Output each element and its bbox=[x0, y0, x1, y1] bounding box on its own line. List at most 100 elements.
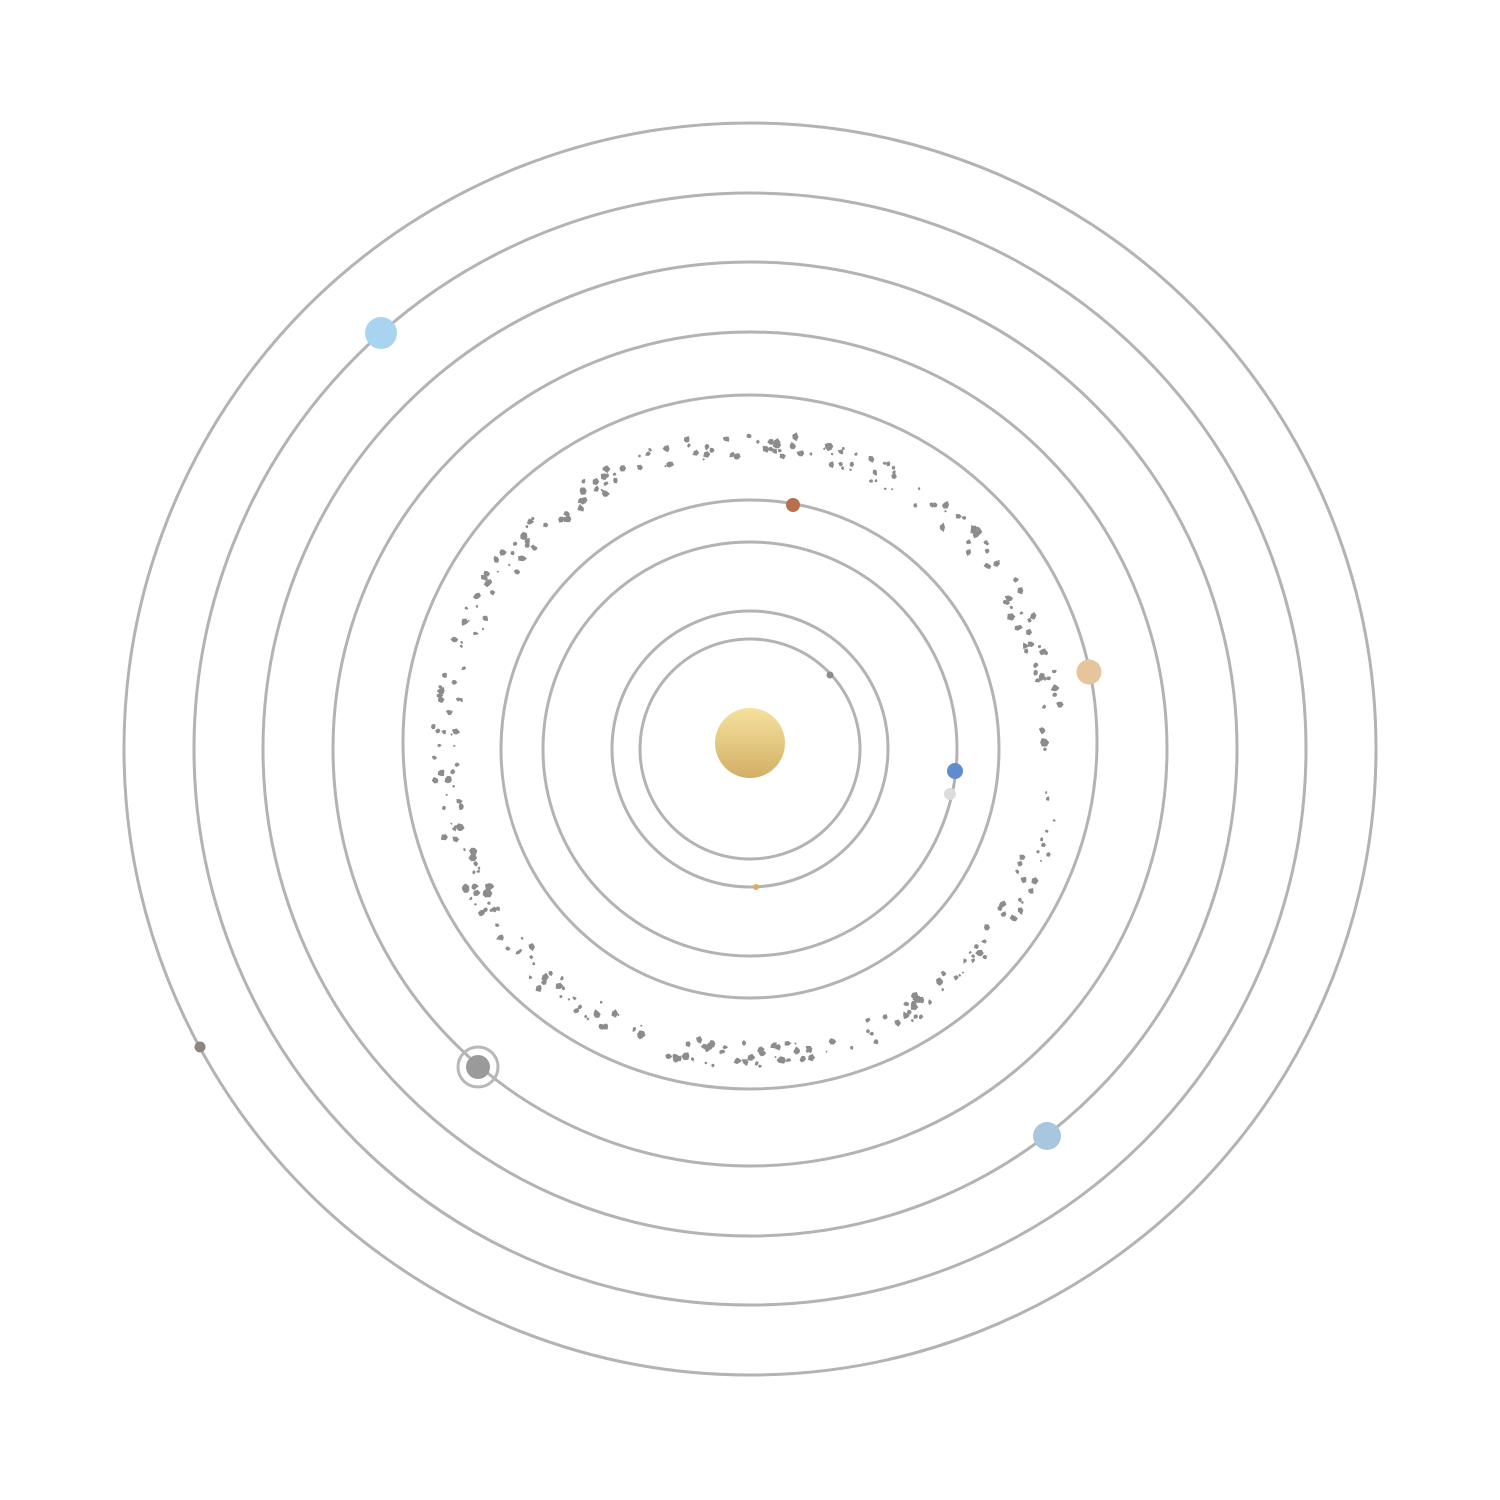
asteroid bbox=[709, 1040, 716, 1048]
asteroid bbox=[873, 1039, 879, 1045]
asteroid bbox=[1046, 852, 1051, 857]
asteroid bbox=[808, 1053, 815, 1062]
asteroid bbox=[467, 619, 470, 622]
asteroid bbox=[577, 1004, 583, 1010]
asteroid bbox=[777, 1056, 787, 1064]
asteroid bbox=[692, 449, 700, 456]
asteroid bbox=[975, 949, 984, 957]
orbit-mars bbox=[499, 498, 1001, 1000]
asteroid bbox=[438, 696, 445, 704]
orbit-uranus bbox=[261, 260, 1239, 1238]
asteroid bbox=[704, 1061, 708, 1065]
orbit-earth bbox=[541, 540, 959, 958]
asteroid bbox=[796, 450, 805, 457]
asteroid bbox=[483, 570, 491, 577]
asteroid bbox=[984, 924, 990, 931]
asteroid bbox=[676, 1055, 682, 1062]
asteroid bbox=[918, 1014, 924, 1019]
asteroid bbox=[666, 461, 675, 468]
asteroid bbox=[436, 687, 445, 695]
asteroid bbox=[775, 1043, 781, 1051]
asteroid bbox=[450, 733, 453, 736]
asteroid bbox=[903, 1001, 910, 1006]
asteroid bbox=[771, 448, 777, 454]
asteroid bbox=[592, 477, 600, 486]
asteroid bbox=[1023, 642, 1030, 650]
asteroid bbox=[463, 848, 466, 852]
asteroid bbox=[786, 1058, 792, 1062]
asteroid bbox=[600, 473, 608, 480]
asteroid bbox=[1013, 577, 1019, 583]
asteroid bbox=[941, 501, 949, 509]
asteroid bbox=[436, 693, 444, 698]
asteroid bbox=[828, 461, 834, 469]
asteroid bbox=[894, 1019, 901, 1027]
asteroid bbox=[640, 1024, 643, 1027]
asteroid bbox=[882, 1014, 888, 1020]
asteroid bbox=[703, 451, 711, 458]
asteroid bbox=[431, 777, 439, 784]
asteroid bbox=[532, 961, 536, 966]
asteroid bbox=[529, 955, 534, 960]
asteroid bbox=[886, 461, 891, 467]
asteroid bbox=[792, 432, 799, 442]
asteroid bbox=[555, 982, 564, 989]
asteroid bbox=[459, 807, 462, 810]
mercury-body bbox=[826, 671, 834, 679]
asteroid bbox=[645, 451, 651, 456]
asteroid bbox=[535, 984, 542, 992]
mars-body bbox=[786, 498, 800, 512]
asteroid bbox=[473, 592, 481, 600]
asteroid bbox=[1041, 704, 1047, 709]
asteroid bbox=[953, 975, 959, 981]
asteroid bbox=[442, 672, 447, 678]
asteroid bbox=[528, 943, 535, 952]
asteroid bbox=[461, 666, 467, 670]
asteroid bbox=[973, 944, 980, 950]
asteroid bbox=[528, 975, 533, 980]
asteroid bbox=[1026, 628, 1032, 636]
asteroid bbox=[932, 502, 938, 508]
asteroid bbox=[541, 972, 549, 982]
asteroid bbox=[754, 1061, 759, 1066]
asteroid bbox=[976, 526, 980, 530]
asteroid bbox=[868, 455, 875, 463]
asteroid bbox=[841, 446, 845, 450]
asteroid bbox=[499, 549, 507, 556]
asteroid bbox=[1038, 727, 1046, 735]
asteroid bbox=[1051, 669, 1057, 674]
asteroid bbox=[510, 551, 515, 556]
asteroid bbox=[603, 481, 609, 487]
asteroid bbox=[573, 1008, 580, 1014]
asteroid bbox=[1043, 747, 1047, 751]
asteroid bbox=[1019, 854, 1026, 860]
asteroid bbox=[828, 1038, 837, 1045]
asteroid bbox=[965, 549, 972, 556]
asteroid bbox=[961, 516, 967, 520]
asteroid bbox=[586, 1017, 590, 1021]
asteroid bbox=[770, 1042, 777, 1049]
asteroid bbox=[747, 1053, 756, 1061]
asteroid bbox=[468, 847, 478, 855]
asteroid bbox=[524, 542, 530, 548]
asteroid bbox=[520, 936, 524, 940]
asteroid bbox=[983, 540, 988, 545]
asteroid bbox=[913, 1014, 918, 1019]
asteroid bbox=[774, 1055, 777, 1058]
asteroid bbox=[451, 679, 458, 685]
asteroid bbox=[437, 769, 445, 777]
asteroid bbox=[983, 562, 992, 570]
asteroid bbox=[910, 1019, 914, 1023]
asteroid bbox=[939, 522, 945, 532]
asteroid bbox=[849, 468, 853, 472]
asteroid bbox=[543, 522, 549, 528]
orbit-paths bbox=[122, 121, 1378, 1377]
orbit-venus bbox=[610, 609, 890, 889]
asteroid bbox=[722, 436, 730, 442]
orbit-saturn bbox=[331, 330, 1169, 1168]
asteroid bbox=[757, 1046, 765, 1053]
asteroid bbox=[458, 698, 463, 703]
asteroid bbox=[485, 883, 495, 890]
asteroid bbox=[1041, 842, 1046, 847]
